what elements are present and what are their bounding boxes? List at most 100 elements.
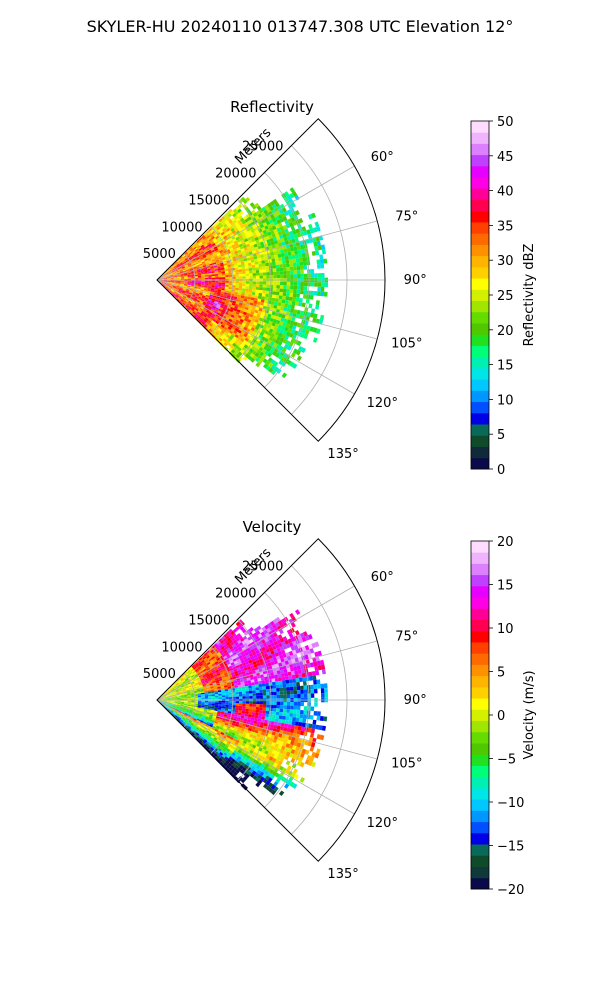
radar-gate xyxy=(211,274,215,277)
radar-gate xyxy=(261,260,266,264)
radar-gate xyxy=(290,320,295,326)
colorbar-tick-label: 50 xyxy=(497,115,514,130)
radar-gate xyxy=(290,234,295,240)
radar-gate xyxy=(262,634,267,640)
radar-gate xyxy=(234,334,239,339)
radar-gate xyxy=(172,690,176,693)
radar-gate xyxy=(160,279,164,280)
radar-gate xyxy=(276,250,281,255)
radar-gate xyxy=(261,296,266,300)
radar-gate xyxy=(276,281,281,286)
radar-gate xyxy=(253,741,258,746)
radar-gate xyxy=(188,670,192,675)
radar-gate xyxy=(226,661,231,665)
radar-gate xyxy=(217,659,222,663)
radar-gate xyxy=(193,305,197,309)
radar-gate xyxy=(167,278,171,279)
radar-gate xyxy=(257,320,262,325)
radar-gate xyxy=(293,666,298,671)
radar-gate xyxy=(245,654,251,659)
radar-gate xyxy=(324,282,328,288)
radar-gate xyxy=(222,227,227,232)
radar-gate xyxy=(163,281,168,282)
radar-gate xyxy=(199,257,204,260)
radar-gate xyxy=(222,748,227,753)
radar-gate xyxy=(177,703,181,705)
radar-gate xyxy=(262,284,267,288)
radar-gate xyxy=(277,620,283,626)
radar-gate xyxy=(313,313,318,319)
radar-gate xyxy=(273,304,278,309)
radar-gate xyxy=(234,313,239,318)
radar-gate xyxy=(306,663,311,668)
radar-gate xyxy=(270,734,275,739)
radar-gate xyxy=(195,713,200,716)
radar-gate xyxy=(251,765,256,771)
radar-gate xyxy=(256,349,262,355)
colorbar-segment xyxy=(471,188,489,200)
radar-gate xyxy=(173,712,177,715)
radar-gate xyxy=(306,325,311,331)
radar-gate xyxy=(299,244,305,250)
radar-gate xyxy=(166,693,170,696)
radar-gate xyxy=(181,687,186,690)
radar-gate xyxy=(160,277,164,279)
radar-gate xyxy=(187,275,191,277)
radar-gate xyxy=(230,769,236,774)
radar-gate xyxy=(276,227,281,233)
radar-gate xyxy=(220,731,225,736)
radar-gate xyxy=(163,698,168,699)
radar-gate xyxy=(212,749,217,753)
radar-gate xyxy=(251,667,256,672)
radar-gate xyxy=(312,327,318,333)
radar-gate xyxy=(254,246,259,251)
radar-gate xyxy=(221,697,226,700)
radar-gate xyxy=(270,301,275,305)
radar-gate xyxy=(241,288,246,292)
radar-gate xyxy=(290,274,294,279)
radar-gate xyxy=(197,695,202,698)
radar-gate xyxy=(253,748,259,753)
velocity-panel: Velocity 50001000015000200002500060°75°9… xyxy=(143,518,537,898)
radar-gate xyxy=(271,717,276,722)
radar-gate xyxy=(230,734,235,738)
radar-gate xyxy=(292,229,297,235)
radar-gate xyxy=(218,748,222,752)
radar-gate xyxy=(309,295,314,300)
radar-gate xyxy=(267,635,272,641)
radar-gate xyxy=(166,703,171,705)
radar-gate xyxy=(231,746,236,750)
radar-gate xyxy=(172,683,176,687)
radar-gate xyxy=(273,342,278,348)
radar-gate xyxy=(167,701,171,702)
radar-gate xyxy=(194,277,198,279)
radar-gate xyxy=(164,706,168,709)
radar-gate xyxy=(174,281,178,283)
radar-gate xyxy=(209,252,213,256)
radar-gate xyxy=(290,705,294,710)
radar-gate xyxy=(163,695,167,697)
radar-gate xyxy=(163,700,168,702)
radar-gate xyxy=(221,246,226,250)
radar-gate xyxy=(295,350,301,356)
radar-gate xyxy=(274,732,280,737)
radar-gate xyxy=(234,641,239,646)
radar-gate xyxy=(232,658,237,662)
radar-gate xyxy=(167,698,171,699)
radar-gate xyxy=(211,718,216,722)
radar-gate xyxy=(220,755,225,760)
radar-gate xyxy=(264,624,270,630)
radar-gate xyxy=(299,714,304,719)
radar-gate xyxy=(214,268,218,272)
radar-gate xyxy=(242,311,247,316)
radar-gate xyxy=(180,718,185,722)
radar-gate xyxy=(221,233,226,238)
radar-gate xyxy=(201,281,205,284)
radar-gate xyxy=(260,244,265,249)
radar-gate xyxy=(208,738,213,742)
radar-gate xyxy=(176,293,180,296)
radar-gate xyxy=(241,220,247,225)
radar-gate xyxy=(264,716,269,721)
radar-gate xyxy=(224,731,229,735)
radar-gate xyxy=(201,245,205,250)
